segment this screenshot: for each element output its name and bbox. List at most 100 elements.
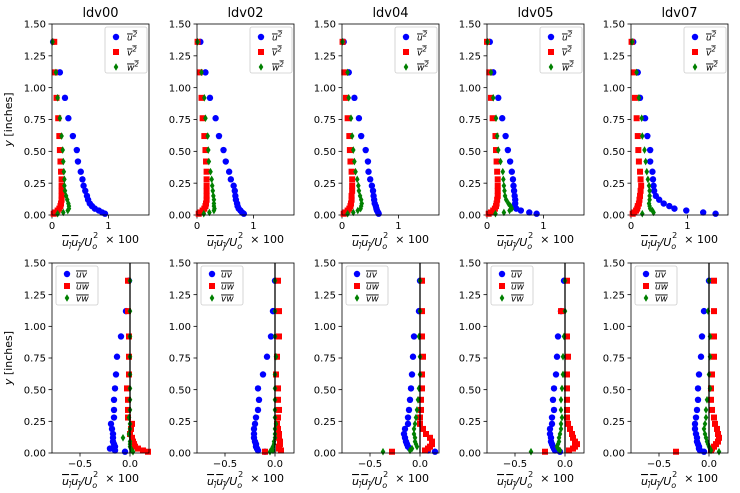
x-tick-label: −0.5 [213,459,237,470]
y-tick-label: 0.50 [314,147,336,158]
data-point-w [501,208,507,217]
y-tick-label: 1.25 [24,51,46,62]
data-point-uv [548,420,556,428]
data-point-w [205,146,211,154]
data-point-uw [564,396,570,403]
data-point-u [533,210,540,217]
data-point-w [55,209,60,218]
data-point-uv [254,406,262,414]
y-axis-label-var: y [2,378,15,386]
data-point-uw [711,277,717,284]
data-point-v [494,182,501,189]
legend-label-base: v [562,49,568,59]
data-point-vw [559,413,565,422]
x-axis-label-part: j [656,481,660,490]
x-tick-label: 0 [339,221,345,232]
data-point-uw [716,434,722,441]
x-axis-label-part: /U [514,236,527,249]
data-point-uw [422,447,428,454]
legend-label-base: u [417,34,423,44]
data-point-v [634,133,641,140]
y-tick-label: 0.50 [314,385,336,396]
legend-label: vw [76,295,89,305]
axes-frame [196,23,295,216]
x-axis-label-part: u [71,236,78,249]
data-point-v [58,168,65,175]
data-point-uv [548,414,556,421]
data-point-uw [275,425,281,432]
y-tick-label: 0.00 [459,211,481,222]
y-tick-label: 0.25 [169,417,191,428]
x-tick-label: −0.5 [68,459,92,470]
x-axis-label-part: /U [369,475,382,488]
y-tick-label: 0.75 [459,354,481,365]
x-axis-label: ui​uj​/Uo​2​ × 100 [352,231,429,251]
legend-marker-uv [642,270,650,278]
data-point-vw [120,434,126,442]
data-point-u [79,176,86,183]
legend-label: uv [221,271,233,281]
data-point-w [647,192,652,200]
x-axis-label-part: u [361,475,368,488]
x-axis-label-part: u [352,236,359,249]
axes-frame [196,262,295,454]
x-axis-label-part: 2 [528,470,533,479]
y-tick-label: 1.25 [459,290,481,301]
x-tick-label: 1 [250,221,256,232]
x-axis-label-part: o [237,481,242,490]
y-tick-label: 0.50 [603,147,625,158]
data-point-u [220,146,227,154]
legend-marker-v [258,49,264,55]
data-point-w [350,208,356,217]
data-point-vw [557,430,563,438]
data-point-uv [546,425,554,433]
legend-marker-uw [64,283,70,289]
x-axis-label-part: u [650,236,657,249]
legend-marker-uv [498,270,506,278]
data-point-uv [695,371,703,378]
y-tick-label: 1.50 [169,259,191,270]
data-point-w [60,208,66,217]
data-point-w [207,208,212,217]
y-tick-label: 1.00 [169,322,191,333]
x-axis-label-part: o [527,242,532,251]
data-point-w [57,114,63,123]
legend-label: v2 [562,46,572,59]
data-point-uv [692,414,700,421]
x-axis-label-part: /U [369,236,382,249]
data-point-vw [558,420,564,428]
data-point-v [494,192,501,199]
data-point-u [666,202,673,210]
data-point-v [494,168,501,175]
data-point-u [101,210,109,217]
x-tick-label: 0.0 [701,459,717,470]
y-tick-label: 1.25 [603,51,625,62]
data-point-w [494,132,500,140]
data-point-w [61,167,67,176]
data-point-u [649,176,657,183]
data-point-w [644,167,650,176]
data-point-v [201,133,208,140]
x-axis-label-part: o [92,481,97,490]
x-axis-label-part: u [361,236,368,249]
x-axis-label-part: o [671,242,676,251]
data-point-vw [555,444,561,453]
data-point-uv [110,414,118,421]
x-axis-label-part: × 100 [388,472,429,485]
legend-label-base: v [417,49,423,59]
data-point-v [198,94,205,101]
data-point-v [633,115,640,122]
legend-label: vw [221,295,234,305]
legend-frame [394,26,438,74]
data-point-w [642,146,647,154]
legend-marker-w [258,63,264,71]
x-axis-label-part: j [367,242,371,251]
legend-label-base: uv [76,271,88,281]
axes-frame [341,262,440,454]
x-axis-label-part: o [237,242,242,251]
data-point-vw [705,440,711,448]
legend-label-sup: 2 [132,46,137,54]
